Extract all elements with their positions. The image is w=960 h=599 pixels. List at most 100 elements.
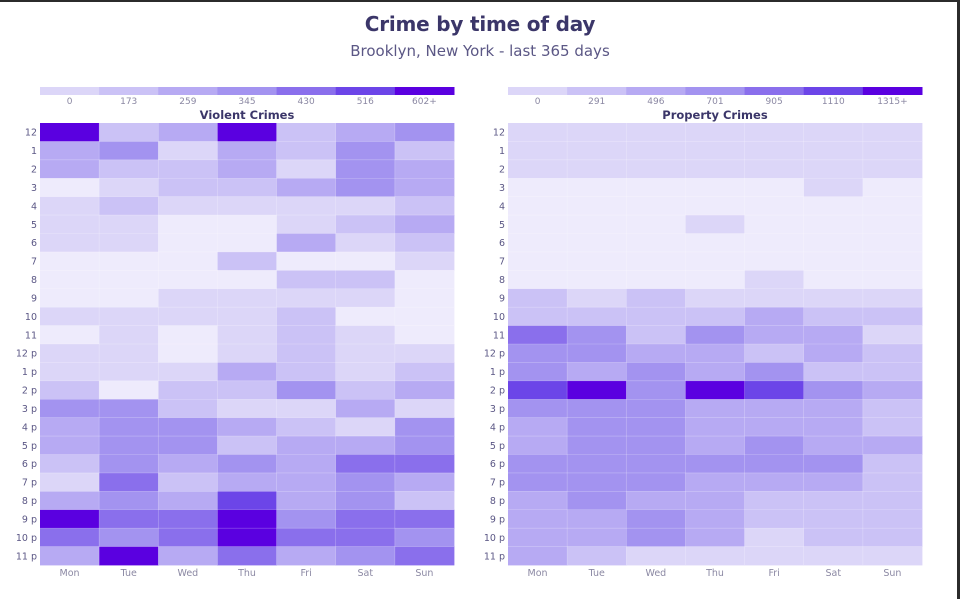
property-crimes-cell-2-thu (685, 159, 745, 179)
violent-crimes-cell-12-sun (394, 123, 455, 142)
property-crimes-cell-7-p-tue (567, 472, 627, 492)
property-crimes-y-tick-5-p: 5 p (490, 441, 505, 452)
property-crimes-cell-1-p-mon (508, 362, 568, 382)
violent-crimes-y-tick-5-p: 5 p (22, 441, 37, 452)
violent-crimes-legend-swatch-2 (158, 87, 218, 95)
property-crimes-cell-11-p-mon (508, 546, 568, 566)
violent-crimes-cell-5-p-sun (394, 436, 455, 455)
property-crimes-cell-9-wed (626, 288, 686, 308)
violent-crimes-cell-3-p-mon (40, 399, 100, 419)
property-crimes-cell-7-wed (626, 251, 686, 271)
property-crimes-cell-6-sat (803, 233, 864, 253)
property-crimes-cell-12-sun (862, 123, 923, 142)
property-crimes-cell-3-wed (626, 178, 686, 198)
violent-crimes-cell-10-sun (394, 307, 455, 326)
property-crimes-cell-6-fri (744, 233, 805, 253)
violent-crimes-y-tick-3: 3 (31, 183, 37, 194)
property-crimes-cell-4-p-tue (567, 417, 627, 437)
violent-crimes-cell-3-mon (40, 178, 100, 198)
property-crimes-cell-7-sat (803, 251, 864, 271)
property-crimes-cell-12-p-mon (508, 344, 568, 363)
property-crimes-legend-swatch-4 (744, 87, 805, 95)
violent-crimes-legend-swatch-6 (394, 87, 455, 95)
property-crimes-cell-5-mon (508, 215, 568, 234)
violent-crimes-y-tick-4: 4 (31, 201, 37, 212)
property-crimes-cell-5-thu (685, 215, 745, 234)
property-crimes-cell-10-p-mon (508, 528, 568, 547)
property-crimes-cell-5-tue (567, 215, 627, 234)
violent-crimes-cell-4-wed (158, 196, 218, 216)
property-crimes-cell-11-sat (803, 325, 864, 345)
property-crimes-cell-10-p-tue (567, 528, 627, 547)
violent-crimes-cell-7-p-thu (217, 472, 277, 492)
violent-crimes-cell-12-p-sat (335, 344, 396, 363)
violent-crimes-cell-4-p-mon (40, 417, 100, 437)
violent-crimes-cell-8-fri (276, 270, 337, 290)
violent-crimes-cell-2-p-sat (335, 380, 396, 400)
property-crimes-cell-3-sun (862, 178, 923, 198)
violent-crimes-y-tick-1: 1 (31, 146, 37, 157)
violent-crimes-cell-6-p-fri (276, 454, 337, 474)
property-crimes-cell-4-tue (567, 196, 627, 216)
property-crimes-cell-8-p-sun (862, 491, 923, 511)
violent-crimes-cell-1-p-wed (158, 362, 218, 382)
property-crimes-x-tick-wed: Wed (645, 568, 666, 579)
property-crimes-cell-10-thu (685, 307, 745, 326)
property-crimes-cell-6-p-fri (744, 454, 805, 474)
violent-crimes-cell-6-p-wed (158, 454, 218, 474)
property-crimes-cell-2-p-tue (567, 380, 627, 400)
violent-crimes-cell-10-p-tue (99, 528, 159, 547)
page-subtitle: Brooklyn, New York - last 365 days (350, 42, 610, 60)
violent-crimes-cell-5-sat (335, 215, 396, 234)
property-crimes-cell-12-sat (803, 123, 864, 142)
violent-crimes-cell-12-p-fri (276, 344, 337, 363)
violent-crimes-legend-swatch-1 (99, 87, 159, 95)
property-crimes-cell-8-p-sat (803, 491, 864, 511)
violent-crimes-cell-7-p-sat (335, 472, 396, 492)
property-crimes-cell-5-p-tue (567, 436, 627, 455)
violent-crimes-cell-9-tue (99, 288, 159, 308)
violent-crimes-cell-3-p-thu (217, 399, 277, 419)
violent-crimes-cell-7-wed (158, 251, 218, 271)
property-crimes-cell-7-thu (685, 251, 745, 271)
property-crimes-x-tick-mon: Mon (528, 568, 548, 579)
property-crimes-legend-swatch-3 (685, 87, 746, 95)
violent-crimes-cell-12-mon (40, 123, 100, 142)
violent-crimes-cell-8-mon (40, 270, 100, 290)
property-crimes-legend-swatch-2 (626, 87, 686, 95)
violent-crimes-cell-2-fri (276, 159, 337, 179)
violent-crimes-cell-7-mon (40, 251, 100, 271)
violent-crimes-cell-12-p-mon (40, 344, 100, 363)
violent-crimes-cell-9-p-thu (217, 509, 277, 529)
property-crimes-cell-2-fri (744, 159, 805, 179)
property-crimes-cell-6-p-thu (685, 454, 745, 474)
property-crimes-cell-10-tue (567, 307, 627, 326)
property-crimes-cell-4-p-wed (626, 417, 686, 437)
violent-crimes-cell-9-fri (276, 288, 337, 308)
property-crimes-cell-8-sat (803, 270, 864, 290)
property-crimes-y-tick-10-p: 10 p (484, 533, 505, 544)
property-crimes-cell-9-p-fri (744, 509, 805, 529)
property-crimes-legend-label-1: 291 (588, 97, 605, 107)
violent-crimes-y-tick-9: 9 (31, 293, 37, 304)
violent-crimes-y-tick-9-p: 9 p (22, 514, 37, 525)
property-crimes-legend-swatch-0 (508, 87, 568, 95)
violent-crimes-cell-2-sat (335, 159, 396, 179)
property-crimes-cell-12-p-sun (862, 344, 923, 363)
violent-crimes-cell-6-p-thu (217, 454, 277, 474)
violent-crimes-cell-10-tue (99, 307, 159, 326)
property-crimes-cell-6-p-sat (803, 454, 864, 474)
violent-crimes-x-tick-tue: Tue (120, 568, 137, 579)
property-crimes-cell-1-wed (626, 141, 686, 161)
violent-crimes-cell-10-p-wed (158, 528, 218, 547)
violent-crimes-y-tick-7: 7 (31, 257, 37, 268)
violent-crimes-cell-8-p-mon (40, 491, 100, 511)
property-crimes-cell-1-p-thu (685, 362, 745, 382)
violent-crimes-cell-1-thu (217, 141, 277, 161)
violent-crimes-cell-1-p-thu (217, 362, 277, 382)
property-crimes-cell-10-sat (803, 307, 864, 326)
violent-crimes-cell-11-sun (394, 325, 455, 345)
violent-crimes-cell-12-p-thu (217, 344, 277, 363)
property-crimes-x-tick-tue: Tue (588, 568, 605, 579)
property-crimes-cell-10-p-wed (626, 528, 686, 547)
